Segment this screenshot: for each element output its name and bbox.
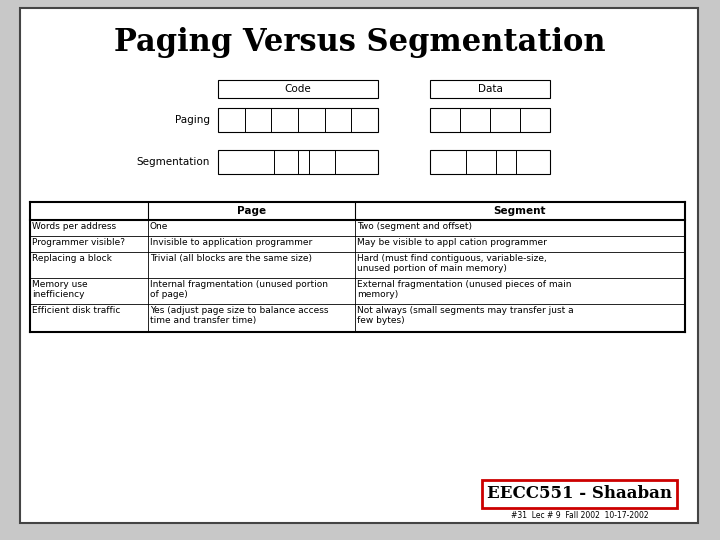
Text: Internal fragmentation (unused portion
of page): Internal fragmentation (unused portion o… — [150, 280, 328, 299]
Bar — [218, 80, 378, 98]
Bar — [430, 108, 550, 132]
Text: Segment: Segment — [494, 206, 546, 216]
Bar — [30, 278, 685, 304]
Text: Replacing a block: Replacing a block — [32, 254, 112, 263]
Text: Paging: Paging — [175, 115, 210, 125]
Text: May be visible to appl cation programmer: May be visible to appl cation programmer — [357, 238, 547, 247]
Text: Hard (must find contiguous, variable-size,
unused portion of main memory): Hard (must find contiguous, variable-siz… — [357, 254, 546, 273]
Bar — [218, 150, 378, 174]
Text: EECC551 - Shaaban: EECC551 - Shaaban — [487, 485, 672, 503]
Bar — [218, 108, 378, 132]
Text: Memory use
inefficiency: Memory use inefficiency — [32, 280, 88, 299]
Text: Data: Data — [477, 84, 503, 94]
Bar — [30, 236, 685, 252]
Bar — [30, 252, 685, 278]
Bar — [30, 304, 685, 332]
Text: Invisible to application programmer: Invisible to application programmer — [150, 238, 312, 247]
Bar — [30, 220, 685, 236]
Text: Page: Page — [237, 206, 266, 216]
Text: Words per address: Words per address — [32, 222, 116, 231]
Text: Two (segment and offset): Two (segment and offset) — [357, 222, 472, 231]
Text: Paging Versus Segmentation: Paging Versus Segmentation — [114, 26, 606, 57]
Text: #31  Lec # 9  Fall 2002  10-17-2002: #31 Lec # 9 Fall 2002 10-17-2002 — [511, 511, 649, 521]
Text: External fragmentation (unused pieces of main
memory): External fragmentation (unused pieces of… — [357, 280, 572, 299]
Text: Programmer visible?: Programmer visible? — [32, 238, 125, 247]
Text: Not always (small segments may transfer just a
few bytes): Not always (small segments may transfer … — [357, 306, 574, 326]
Bar — [430, 80, 550, 98]
Text: Efficient disk traffic: Efficient disk traffic — [32, 306, 120, 315]
Bar — [482, 480, 677, 508]
Text: Segmentation: Segmentation — [137, 157, 210, 167]
Bar — [30, 202, 685, 220]
Bar — [430, 150, 550, 174]
Text: One: One — [150, 222, 168, 231]
Text: Code: Code — [284, 84, 311, 94]
Text: Trivial (all blocks are the same size): Trivial (all blocks are the same size) — [150, 254, 312, 263]
Text: Yes (adjust page size to balance access
time and transfer time): Yes (adjust page size to balance access … — [150, 306, 328, 326]
